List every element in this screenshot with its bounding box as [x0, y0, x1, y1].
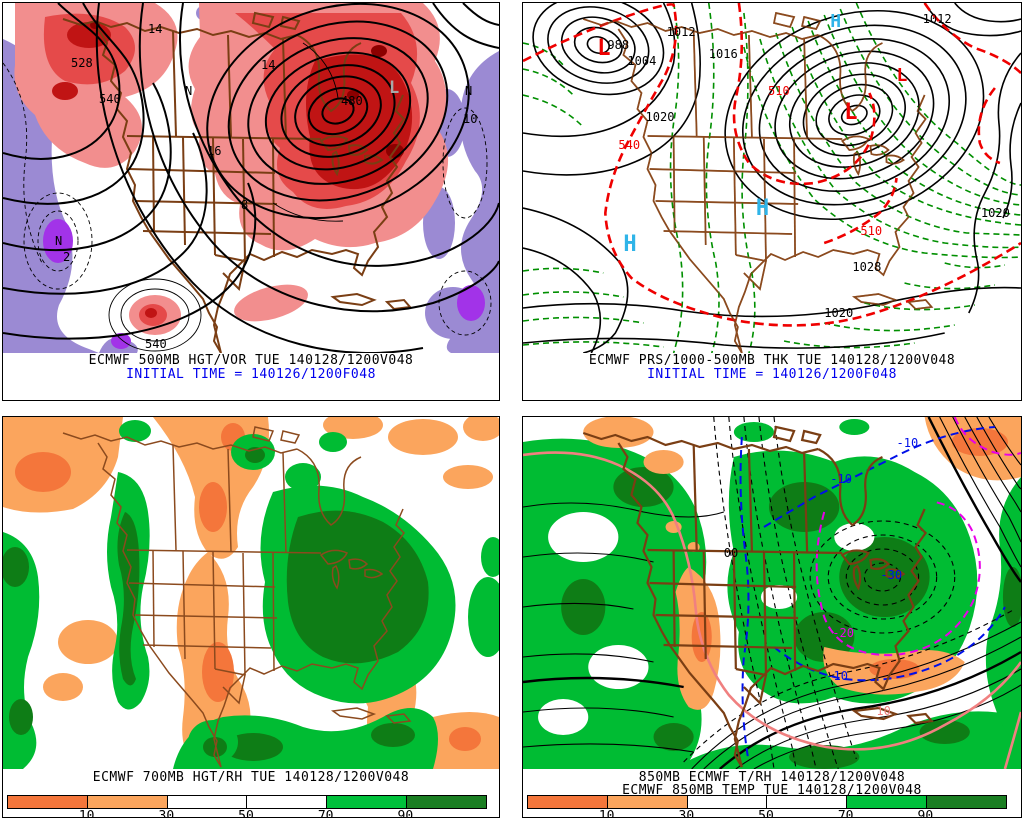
contour-label: -20: [832, 626, 854, 640]
rh-colorbar-ticks-left: 10 30 50 70 90: [7, 809, 485, 818]
colorbar-segment: [927, 796, 1006, 808]
colorbar-tick: 70: [317, 809, 334, 818]
colorbar-tick: 10: [78, 809, 95, 818]
colorbar-tick: 50: [238, 809, 254, 818]
contour-label: 14: [261, 58, 275, 72]
colorbar-segment: [687, 796, 768, 808]
map-850mb-temp-rh: -10 -10 -10 -20 -30 00 10: [523, 417, 1021, 769]
contour-label: 00: [724, 546, 738, 560]
contour-label: 510: [860, 224, 882, 238]
colorbar-segment: [407, 796, 486, 808]
colorbar-segment: [847, 796, 928, 808]
contour-label: 10: [463, 112, 477, 126]
contour-label: 528: [71, 56, 93, 70]
colorbar-tick: 30: [158, 809, 175, 818]
panel-500mb-height-vorticity: 14 528 540 14 480 L N N 10 N 2 16 8 540 ECMWF 500MB H…: [2, 2, 500, 401]
caption-500mb: ECMWF 500MB HGT/VOR TUE 140128/1200V048: [88, 353, 414, 368]
panel-mslp-thickness: L 988 1004 1012 1012 1016 1020 540 510 L L H H H 510 10…: [522, 2, 1022, 401]
colorbar-segment: [327, 796, 408, 808]
map-700mb-rh: [3, 417, 499, 769]
rh-colorbar-left: [7, 795, 487, 809]
colorbar-segment: [87, 796, 168, 808]
initial-time-500mb: INITIAL TIME = 140126/1200F048: [126, 367, 376, 382]
contour-label: L: [844, 100, 857, 125]
colorbar-segment: [607, 796, 688, 808]
contour-label: 10: [876, 704, 890, 718]
map-mslp-thickness: L98810041012101210161020540510LLHHH51010…: [523, 3, 1021, 353]
rh-colorbar-ticks-right: 10 30 50 70 90: [527, 809, 1005, 818]
contour-label: -30: [880, 568, 902, 582]
contour-label: 8: [241, 198, 248, 212]
contour-label: 510: [768, 84, 790, 98]
contour-label: N: [55, 234, 62, 248]
contour-label: 1004: [627, 54, 656, 68]
contour-label: 1020: [824, 306, 853, 320]
contour-label: 1016: [709, 47, 738, 61]
contour-label: L: [897, 65, 908, 86]
colorbar-tick: 90: [917, 809, 934, 818]
contour-label: 540: [145, 337, 167, 351]
contour-label: 16: [207, 144, 221, 158]
contour-label: 1020: [981, 206, 1010, 220]
contour-label: 1012: [923, 12, 952, 26]
contour-label: -10: [830, 472, 852, 486]
contour-label: L: [597, 36, 610, 61]
colorbar-segment: [167, 796, 248, 808]
panel-700mb-rh: ECMWF 700MB HGT/RH TUE 140128/1200V048 1…: [2, 416, 500, 818]
contour-label: H: [756, 196, 769, 221]
colorbar-tick: 10: [598, 809, 615, 818]
colorbar-tick: 90: [397, 809, 414, 818]
contour-label: H: [830, 11, 841, 32]
contour-label: 1028: [852, 260, 881, 274]
colorbar-segment: [528, 796, 608, 808]
colorbar-tick: 70: [837, 809, 854, 818]
colorbar-segment: [247, 796, 328, 808]
caption-850mb-temp: ECMWF 850MB TEMP TUE 140128/1200V048: [622, 783, 922, 798]
contour-label: -10: [826, 669, 848, 683]
contour-label: L: [389, 78, 399, 98]
contour-label: 1020: [645, 110, 674, 124]
contour-label: 540: [618, 138, 640, 152]
colorbar-segment: [8, 796, 88, 808]
colorbar-tick: 50: [758, 809, 774, 818]
contour-label: 1012: [667, 25, 696, 39]
contour-label: N: [465, 84, 472, 98]
rh-colorbar-right: [527, 795, 1007, 809]
contour-label: 480: [341, 94, 363, 108]
colorbar-segment: [767, 796, 848, 808]
contour-label: 540: [99, 92, 121, 106]
caption-700mb-rh: ECMWF 700MB HGT/RH TUE 140128/1200V048: [92, 770, 410, 785]
caption-850mb-trh: 850MB ECMWF T/RH 140128/1200V048: [638, 770, 906, 785]
contour-label: N: [185, 84, 192, 98]
contour-label: 988: [607, 38, 629, 52]
contour-label: 2: [63, 250, 70, 264]
initial-time-thickness: INITIAL TIME = 140126/1200F048: [647, 367, 897, 382]
contour-label: H: [623, 232, 636, 257]
contour-label: -10: [897, 436, 919, 450]
caption-thickness: ECMWF PRS/1000-500MB THK TUE 140128/1200…: [588, 353, 956, 368]
colorbar-tick: 30: [678, 809, 695, 818]
panel-850mb-temp-rh: -10 -10 -10 -20 -30 00 10 850MB ECMWF T/RH 140…: [522, 416, 1022, 818]
contour-label: 14: [148, 22, 162, 36]
